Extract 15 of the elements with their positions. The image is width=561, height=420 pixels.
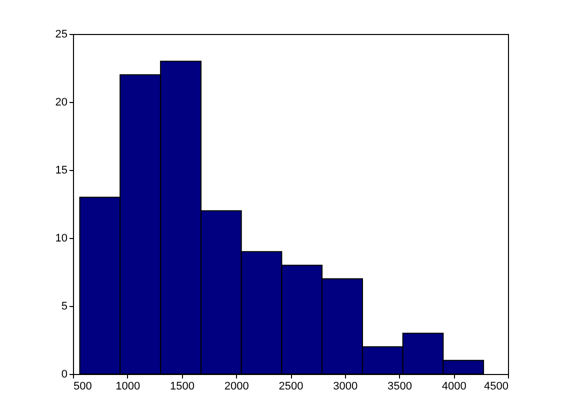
x-tick-label: 500 (74, 380, 92, 392)
x-tick-label: 2000 (224, 380, 249, 392)
y-tick-label: 5 (61, 300, 68, 312)
x-tick-label: 2500 (278, 380, 304, 392)
y-tick-label: 25 (55, 28, 68, 40)
x-tick-label: 1500 (170, 380, 194, 392)
x-tick-label: 3000 (333, 380, 358, 392)
y-tick-label: 10 (55, 232, 68, 244)
y-tick-label: 15 (55, 164, 68, 176)
x-tick-label: 3500 (388, 380, 412, 392)
y-tick-label: 20 (55, 96, 68, 108)
x-tick-label: 4500 (484, 380, 508, 392)
x-tick-label: 4000 (442, 380, 466, 392)
y-tick-label: 0 (61, 368, 68, 380)
x-tick-label: 1000 (116, 380, 140, 392)
